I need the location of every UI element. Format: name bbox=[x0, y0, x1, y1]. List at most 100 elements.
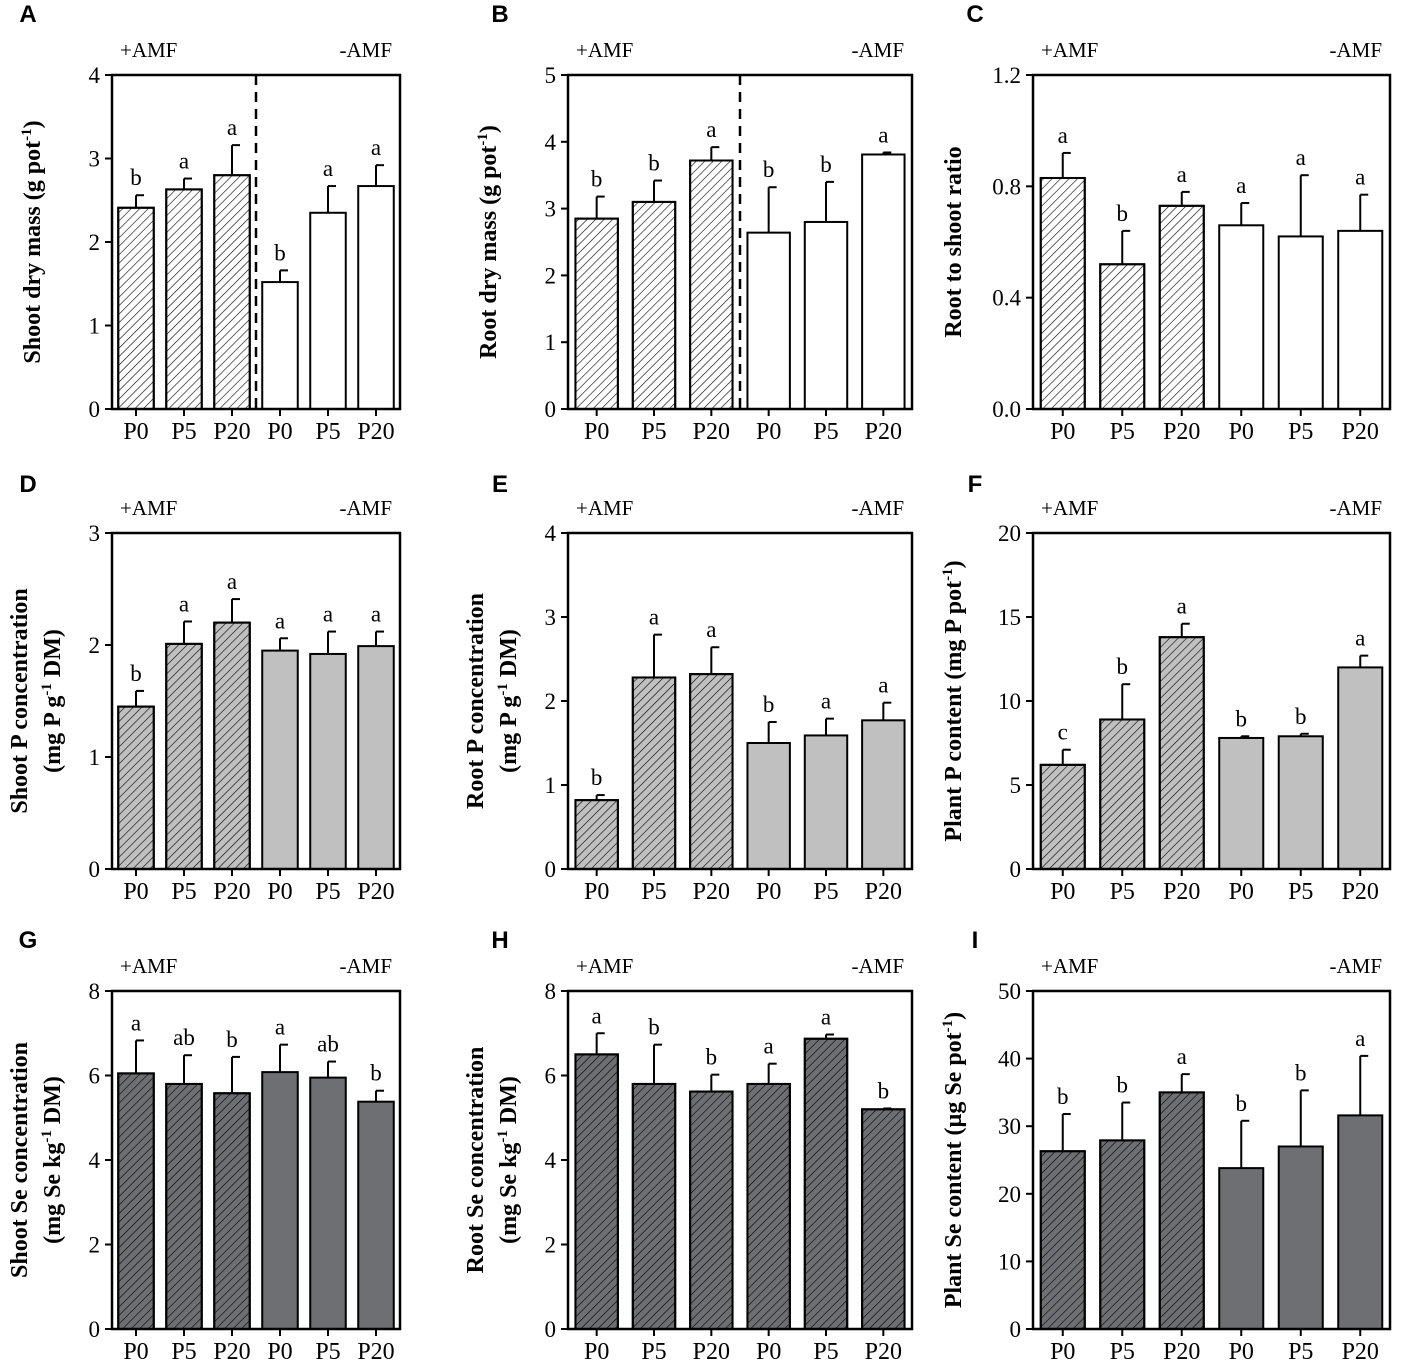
bar-hatch bbox=[689, 673, 734, 870]
bar-hatch bbox=[1158, 204, 1205, 410]
significance-label: a bbox=[706, 117, 716, 142]
bar bbox=[1277, 235, 1324, 410]
plot-frame bbox=[566, 531, 914, 871]
bar-hatch bbox=[1039, 176, 1086, 410]
y-tick-label: 30 bbox=[998, 1114, 1021, 1139]
bar bbox=[309, 211, 347, 410]
x-tick-label: P5 bbox=[315, 419, 340, 445]
x-tick-label: P5 bbox=[1288, 1339, 1313, 1363]
significance-label: b bbox=[820, 152, 832, 177]
y-tick-label: 4 bbox=[89, 1148, 101, 1173]
y-tick-label: 2 bbox=[89, 230, 101, 255]
y-tick-label: 4 bbox=[89, 63, 101, 88]
significance-label: b bbox=[1236, 1091, 1248, 1116]
significance-label: b bbox=[274, 240, 286, 265]
x-tick-label: P5 bbox=[1288, 879, 1313, 905]
significance-label: b bbox=[591, 167, 603, 192]
y-tick-label: 4 bbox=[545, 521, 557, 546]
significance-label: a bbox=[227, 569, 237, 594]
y-axis-label: Shoot Se concentration bbox=[7, 1042, 33, 1278]
y-tick-label: 50 bbox=[998, 979, 1021, 1004]
significance-label: a bbox=[323, 156, 333, 181]
x-tick-label: P0 bbox=[1229, 879, 1254, 905]
significance-label: a bbox=[592, 1003, 602, 1028]
x-tick-label: P20 bbox=[213, 879, 250, 905]
y-tick-label: 3 bbox=[545, 197, 557, 222]
bar-hatch bbox=[117, 1072, 155, 1330]
x-tick-label: P5 bbox=[813, 419, 838, 445]
plot-frame bbox=[1031, 531, 1392, 871]
panel-a: A +AMF -AMF b P0 a P5 a P20 b P0 a P5 a P20 0 1 2 3 4 Shoot … bbox=[19, 1, 402, 445]
bar-hatch bbox=[213, 174, 251, 410]
x-tick-label: P0 bbox=[1229, 1339, 1254, 1363]
bar-hatch bbox=[1039, 1150, 1086, 1331]
bar-hatch bbox=[574, 217, 619, 410]
bar-hatch bbox=[117, 206, 155, 410]
bar-hatch bbox=[631, 200, 677, 410]
bar bbox=[861, 719, 906, 870]
significance-label: a bbox=[179, 591, 189, 616]
significance-label: b bbox=[1117, 201, 1129, 226]
x-tick-label: P0 bbox=[1050, 419, 1075, 445]
x-tick-label: P0 bbox=[584, 1339, 609, 1363]
plot-frame bbox=[110, 531, 402, 871]
plot-frame bbox=[110, 73, 402, 411]
x-tick-label: P20 bbox=[213, 419, 250, 445]
bar bbox=[261, 281, 299, 410]
bar bbox=[1218, 736, 1265, 871]
x-tick-label: P5 bbox=[171, 1339, 196, 1363]
x-tick-label: P0 bbox=[267, 419, 292, 445]
y-tick-label: 0 bbox=[545, 857, 557, 882]
y-axis-label: Shoot dry mass (g pot-1) bbox=[19, 120, 46, 363]
panel-letter: I bbox=[972, 927, 979, 954]
amf-plus-label: +AMF bbox=[1041, 38, 1098, 62]
panel-letter: H bbox=[491, 927, 508, 954]
panel-i: I +AMF -AMF b P0 b P5 a P20 b P0 b P5 a P20 0 10 20 30 40 50… bbox=[940, 927, 1392, 1363]
bar-hatch bbox=[746, 1082, 791, 1330]
significance-label: b bbox=[370, 1061, 382, 1086]
significance-label: a bbox=[1296, 145, 1306, 170]
y-tick-label: 0 bbox=[1010, 857, 1022, 882]
y-tick-label: 8 bbox=[545, 979, 557, 1004]
bar bbox=[261, 649, 299, 870]
x-tick-label: P20 bbox=[357, 1339, 394, 1363]
bar bbox=[803, 734, 849, 870]
y-tick-label: 20 bbox=[998, 1182, 1021, 1207]
y-axis-label: Root dry mass (g pot-1) bbox=[475, 125, 502, 359]
y-tick-label: 0 bbox=[545, 397, 557, 422]
amf-minus-label: -AMF bbox=[339, 496, 392, 520]
bar-hatch bbox=[165, 1082, 203, 1330]
x-tick-label: P0 bbox=[584, 419, 609, 445]
x-tick-label: P5 bbox=[315, 879, 340, 905]
amf-minus-label: -AMF bbox=[1329, 954, 1382, 978]
bar-hatch bbox=[165, 188, 203, 410]
bar bbox=[1218, 224, 1265, 410]
significance-label: a bbox=[878, 673, 888, 698]
panel-c: C +AMF -AMF a P0 b P5 a P20 a P0 a P5 a P20 0.0 0.4 0.8 1.… bbox=[941, 1, 1392, 445]
x-tick-label: P5 bbox=[1110, 879, 1135, 905]
significance-label: a bbox=[371, 602, 381, 627]
amf-minus-label: -AMF bbox=[851, 954, 904, 978]
bar-hatch bbox=[213, 621, 251, 870]
plot-frame bbox=[566, 989, 914, 1331]
x-tick-label: P20 bbox=[865, 879, 902, 905]
y-tick-label: 2 bbox=[545, 689, 557, 714]
bar-hatch bbox=[861, 1108, 906, 1331]
bar-hatch bbox=[165, 642, 203, 870]
panel-letter: G bbox=[19, 927, 38, 954]
plot-frame bbox=[1031, 73, 1392, 411]
y-axis-label: Root to shoot ratio bbox=[941, 146, 967, 337]
x-tick-label: P0 bbox=[756, 1339, 781, 1363]
panel-letter: E bbox=[492, 471, 508, 498]
panel-letter: B bbox=[491, 1, 508, 28]
bar bbox=[357, 1100, 395, 1330]
bar-hatch bbox=[1039, 763, 1086, 871]
bar bbox=[357, 185, 395, 410]
significance-label: a bbox=[1177, 162, 1187, 187]
x-tick-label: P20 bbox=[693, 419, 730, 445]
y-tick-label: 3 bbox=[89, 147, 101, 172]
bar bbox=[309, 1076, 347, 1331]
significance-label: a bbox=[1177, 1044, 1187, 1069]
bar bbox=[1337, 1114, 1384, 1331]
bar bbox=[261, 1071, 299, 1330]
